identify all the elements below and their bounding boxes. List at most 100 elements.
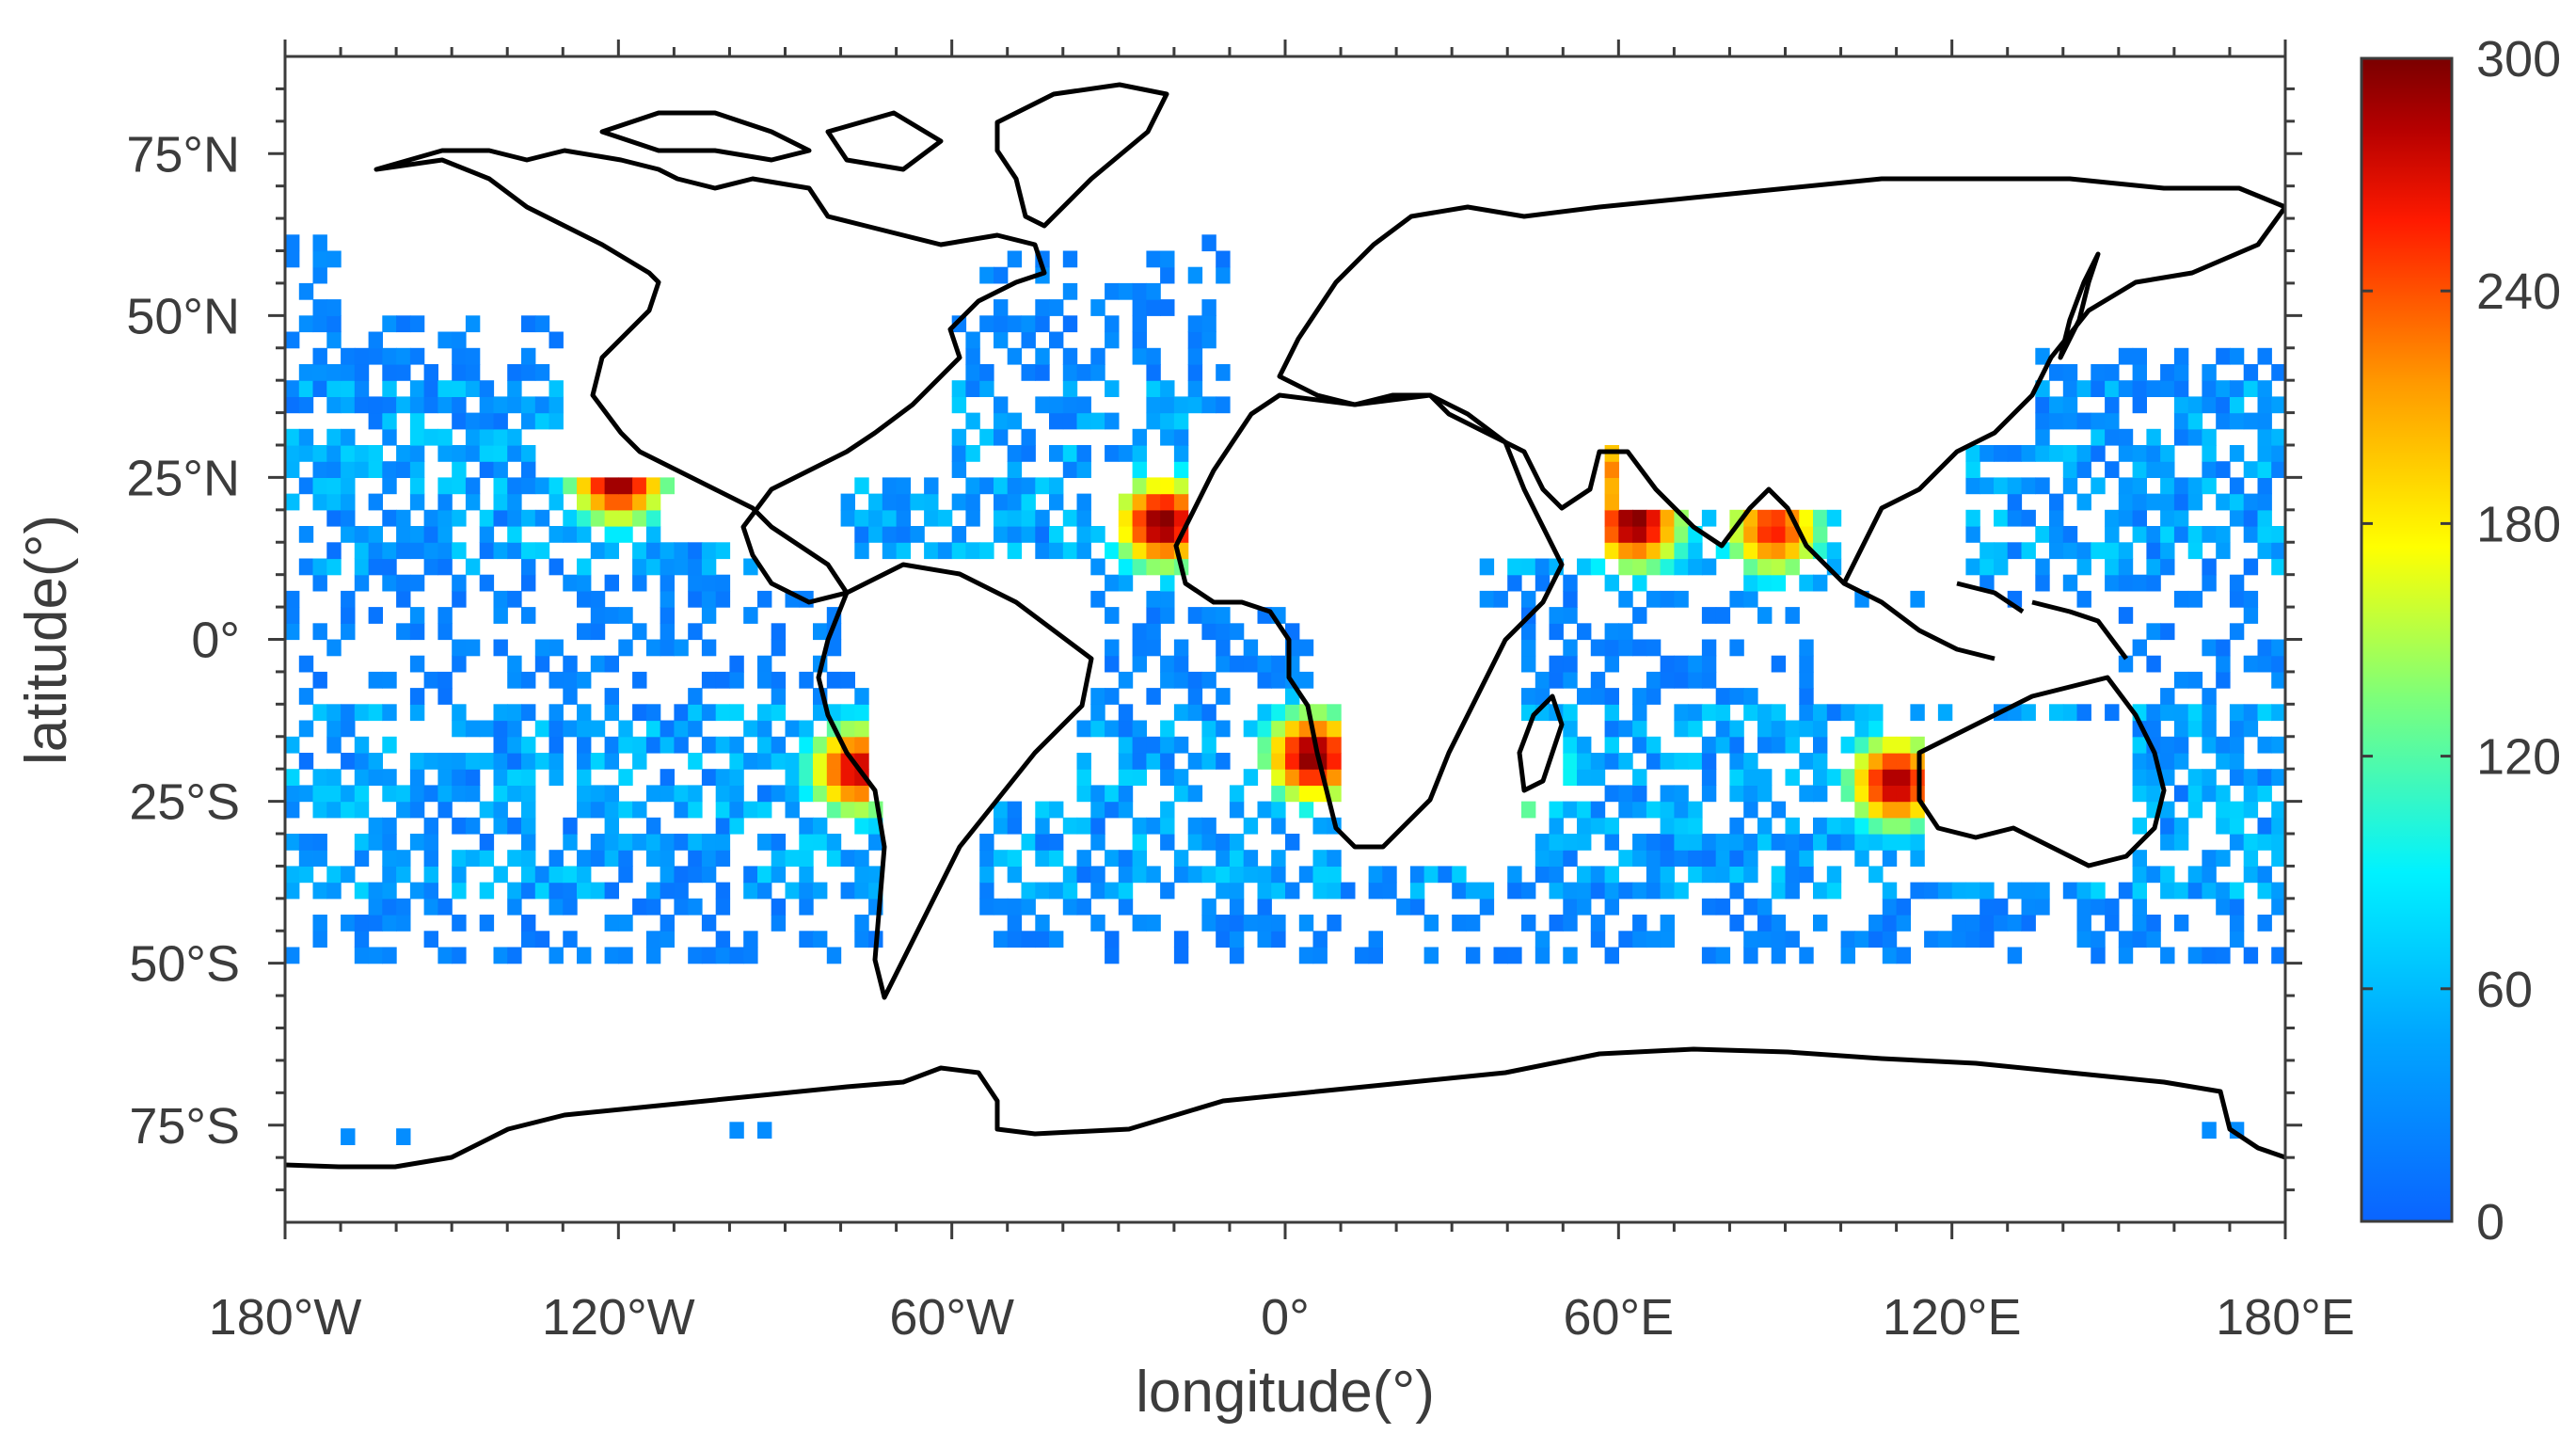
lat-tick-label: 25°S	[129, 774, 240, 831]
data-cell	[493, 785, 508, 803]
data-cell	[1549, 817, 1564, 835]
data-cell	[1187, 396, 1203, 414]
lon-tick-label: 120°E	[1883, 1289, 2022, 1346]
data-cell	[632, 493, 647, 511]
data-cell	[965, 445, 980, 462]
data-cell	[1896, 801, 1911, 819]
data-cell	[1118, 704, 1134, 722]
data-cell	[423, 380, 438, 397]
data-cell	[701, 607, 717, 624]
data-cell	[632, 898, 647, 916]
data-cell	[2216, 898, 2231, 916]
data-cell	[1062, 380, 1078, 397]
data-cell	[2160, 736, 2175, 754]
data-cell	[493, 396, 508, 414]
data-cell	[1285, 769, 1300, 786]
data-cell	[854, 526, 869, 543]
data-cell	[618, 866, 633, 884]
data-cell	[1187, 607, 1203, 624]
data-cell	[1882, 769, 1898, 786]
data-cell	[1243, 866, 1259, 884]
coastline-africa	[1173, 392, 1565, 850]
data-cell	[452, 817, 467, 835]
data-cell	[409, 607, 425, 624]
data-cell	[2187, 866, 2203, 884]
data-cell	[1729, 785, 1744, 803]
data-cell	[479, 526, 495, 543]
data-cell	[2216, 493, 2231, 511]
data-cell	[1173, 769, 1189, 786]
data-cell	[2076, 380, 2091, 397]
data-cell	[2271, 704, 2285, 722]
data-cell	[1799, 704, 1814, 722]
data-cell	[2243, 412, 2259, 430]
data-cell	[1173, 445, 1189, 462]
data-cell	[618, 834, 633, 851]
data-cell	[437, 509, 453, 527]
data-cell	[826, 947, 842, 964]
data-cell	[1980, 931, 1995, 948]
data-cell	[701, 574, 717, 592]
data-cell	[354, 542, 370, 560]
data-cell	[2187, 947, 2203, 964]
data-cell	[1243, 769, 1259, 786]
data-cell	[437, 445, 453, 462]
data-cell	[2132, 785, 2147, 803]
data-cell	[1577, 623, 1592, 641]
data-cell	[2132, 915, 2147, 932]
data-cell	[924, 542, 939, 560]
data-cell	[1688, 866, 1703, 884]
data-cell	[645, 526, 661, 543]
data-cell	[479, 801, 495, 819]
data-cell	[729, 736, 744, 754]
data-cell	[1604, 639, 1619, 657]
data-cell	[1216, 639, 1231, 657]
data-cell	[2187, 704, 2203, 722]
data-cell	[2021, 445, 2036, 462]
data-cell	[1076, 509, 1091, 527]
data-cell	[1632, 704, 1647, 722]
data-cell	[2229, 898, 2245, 916]
data-cell	[285, 445, 300, 462]
data-cell	[341, 1128, 356, 1145]
data-cell	[1980, 558, 1995, 576]
data-cell	[2062, 364, 2078, 381]
data-cell	[1826, 542, 1842, 560]
data-cell	[465, 412, 481, 430]
data-cell	[1868, 866, 1884, 884]
data-cell	[2062, 574, 2078, 592]
data-cell	[1813, 753, 1828, 770]
data-cell	[618, 720, 633, 738]
data-cell	[549, 671, 564, 689]
data-cell	[1840, 817, 1855, 835]
data-cell	[1105, 801, 1120, 819]
data-cell	[799, 785, 814, 803]
data-cell	[312, 461, 327, 478]
data-cell	[1604, 753, 1619, 770]
data-cell	[771, 785, 787, 803]
data-cell	[2257, 817, 2272, 835]
data-cell	[1771, 704, 1787, 722]
data-cell	[1951, 882, 1967, 900]
data-cell	[2132, 736, 2147, 754]
data-cell	[2146, 623, 2161, 641]
data-cell	[479, 915, 495, 932]
data-cell	[813, 785, 828, 803]
data-cell	[979, 380, 994, 397]
data-cell	[1076, 526, 1091, 543]
data-cell	[590, 801, 606, 819]
data-cell	[2146, 866, 2161, 884]
data-cell	[1146, 623, 1161, 641]
data-cell	[1674, 704, 1689, 722]
data-cell	[1118, 671, 1134, 689]
data-cell	[2076, 412, 2091, 430]
data-cell	[1813, 574, 1828, 592]
data-cell	[994, 428, 1009, 446]
data-cell	[688, 720, 703, 738]
data-cell	[1312, 720, 1328, 738]
data-cell	[1882, 817, 1898, 835]
data-cell	[423, 526, 438, 543]
data-cell	[1507, 574, 1522, 592]
data-cell	[645, 639, 661, 657]
data-cell	[1243, 639, 1259, 657]
